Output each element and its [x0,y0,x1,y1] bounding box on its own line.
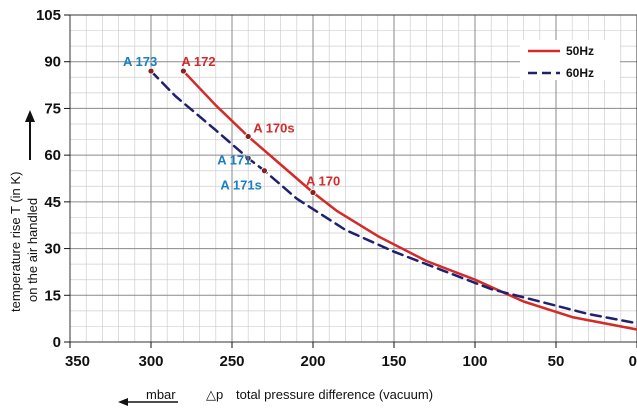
y-axis-arrow-head [25,110,35,122]
point-marker [244,154,252,162]
y-axis-title-line-2: on the air handled [25,198,40,302]
point-marker [147,67,155,75]
y-tick-label: 0 [53,334,61,351]
x-axis-unit: mbar [146,387,176,402]
y-tick-labels: 0 15 30 45 60 75 90 105 [36,7,70,351]
point-marker [179,67,187,75]
x-tick-labels: 350 300 250 200 150 100 50 0 [65,342,637,370]
point-marker [260,167,268,175]
legend: 50Hz 60Hz [520,40,620,80]
x-tick-label: 100 [462,353,487,370]
y-tick-label: 90 [44,54,61,71]
x-tick-label: 0 [629,353,637,370]
x-tick-label: 50 [548,353,565,370]
y-tick-label: 45 [44,194,61,211]
point-label: A 170 [306,174,340,189]
point-markers: A 172 A 173 A 170s A 171 A 171s A 170 [123,54,340,196]
x-tick-label: 150 [381,353,406,370]
series-layer [149,69,637,331]
y-tick-label: 30 [44,241,61,258]
x-axis-title: mbar △p total pressure difference (vacuu… [118,387,433,406]
legend-label-50hz: 50Hz [566,44,594,58]
x-axis-arrow-head [118,398,128,406]
point-label: A 172 [181,54,215,69]
series-line-60hz [149,69,637,325]
point-label: A 170s [253,120,294,135]
y-tick-label: 75 [44,100,61,117]
point-label: A 173 [123,54,157,69]
legend-label-60hz: 60Hz [566,66,594,80]
point-label: A 171s [220,178,261,193]
x-tick-label: 350 [65,353,90,370]
y-tick-label: 15 [44,287,61,304]
x-tick-label: 300 [138,353,163,370]
x-tick-label: 200 [300,353,325,370]
y-tick-label: 60 [44,147,61,164]
x-axis-title: total pressure difference (vacuum) [236,387,433,402]
x-tick-label: 250 [219,353,244,370]
y-axis-title-line-1: temperature rise T (in K) [8,172,23,312]
y-axis-title: temperature rise T (in K) on the air han… [8,110,40,312]
series-line-50hz [182,69,637,331]
point-marker [309,189,317,196]
y-tick-label: 105 [36,7,61,24]
x-axis-symbol: △p [206,387,223,402]
point-marker [244,133,252,140]
point-label: A 171 [217,152,251,167]
plot-frame [69,14,637,343]
